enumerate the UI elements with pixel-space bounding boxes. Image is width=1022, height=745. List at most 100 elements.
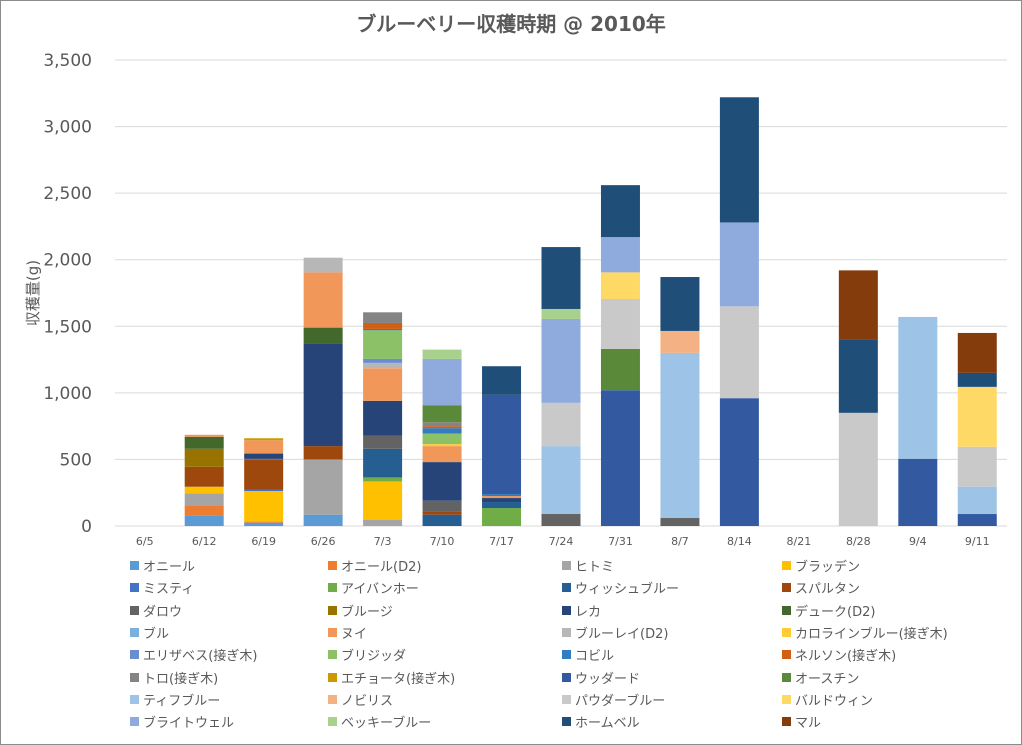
bar-segment [957,446,997,487]
bar-segment [422,462,462,501]
bar-segment [482,496,522,499]
bar-segment [303,446,343,460]
bar-segment [184,486,224,494]
x-tick-label: 9/4 [909,535,927,548]
legend-swatch [130,605,139,615]
legend-label: ホームベル [575,716,640,732]
bar-segment [363,312,403,323]
legend-item: ティフブルー [130,690,220,709]
bar-segment [363,322,403,329]
legend-item: コビル [562,645,614,664]
bar-segment [422,426,462,429]
bar-segment [541,318,581,403]
bar-segment [600,237,640,273]
x-tick-label: 7/24 [549,535,574,548]
legend-swatch [562,650,571,660]
legend-swatch [562,583,571,593]
legend-swatch [130,583,139,593]
y-tick-label: 1,500 [43,317,92,337]
bar-segment [898,316,938,459]
bar-segment [303,257,343,273]
bar-segment [422,405,462,423]
bar-segment [541,247,581,309]
bar-segment [363,477,403,482]
y-tick-label: 0 [81,517,92,537]
bar-segment [838,412,878,526]
bar-segment [957,372,997,387]
legend-item: ブライトウェル [130,712,234,731]
legend-swatch [328,694,337,704]
legend-item: ウッダード [562,668,640,687]
bar-segment [244,489,284,491]
legend-item: ベッキーブルー [328,712,431,731]
bar-segment [244,521,284,523]
x-tick-label: 8/21 [787,535,812,548]
legend-swatch [782,561,791,570]
legend-item: エリザベス(接ぎ木) [130,645,257,664]
x-tick-label: 8/28 [846,535,871,548]
bar-segment [957,332,997,373]
x-tick-label: 7/10 [430,535,455,548]
bar-segment [363,330,403,359]
legend-item: カロラインブルー(接ぎ木) [782,623,948,642]
bar-segment [719,97,759,223]
bar-segment [244,438,284,441]
bar-segment [184,434,224,437]
bar-segment [541,514,581,526]
bar-segment [957,386,997,447]
legend-swatch [782,627,791,637]
legend-label: トロ(接ぎ木) [143,671,219,687]
bar-segment [660,330,700,353]
legend-item: オニール [130,556,195,575]
bar-segment [303,459,343,515]
bar-segment [838,339,878,413]
legend-swatch [130,650,139,660]
legend-label: ウッダード [575,671,641,687]
legend-label: ノビリス [341,693,394,709]
legend-label: パウダーブルー [575,693,666,709]
bar-segment [303,514,343,526]
legend-swatch [328,561,337,570]
bar-segment [184,466,224,487]
legend-label: オニール(D2) [341,560,422,575]
bar-segment [541,446,581,515]
legend-item: デューク(D2) [782,601,875,620]
bar-segment [184,436,224,449]
legend-label: カロラインブルー(接ぎ木) [795,626,948,642]
bar-segment [482,498,522,503]
legend-swatch [328,650,337,660]
bar-segment [482,394,522,495]
bar-segment [422,358,462,406]
bar-segment [957,486,997,515]
legend-swatch [328,605,337,615]
bar-segment [244,490,284,522]
bar-segment [541,308,581,319]
legend-swatch [562,717,571,727]
x-tick-label: 6/19 [251,535,276,548]
bar-segment [363,481,403,521]
x-tick-label: 6/12 [192,535,217,548]
chart-title: ブルーベリー収穫時期 @ 2010年 [356,12,666,36]
bar-segment [244,440,284,454]
legend-label: ブライトウェル [143,716,235,732]
legend-item: ダロウ [130,601,182,620]
legend-label: ブルーレイ(D2) [575,626,669,642]
legend-item: ネルソン(接ぎ木) [782,645,896,664]
legend-item: ヒトミ [562,556,614,575]
legend-swatch [562,561,571,570]
legend-label: レカ [575,604,602,620]
bar-segment [363,520,403,526]
legend-swatch [562,605,571,615]
legend-swatch [130,717,139,727]
legend-label: エチョータ(接ぎ木) [341,671,456,687]
legend-swatch [562,694,571,704]
bar-segment [303,343,343,447]
bar-segment [422,349,462,359]
legend-label: バルドウィン [795,693,874,709]
bar-segment [719,398,759,526]
bar-segment [482,502,522,509]
legend-swatch [130,561,139,570]
legend-swatch [562,672,571,682]
legend-item: ブリジッダ [328,645,406,664]
y-axis-ticks: 0 500 1,000 1,500 2,000 2,500 3,000 3,500 [43,51,92,537]
